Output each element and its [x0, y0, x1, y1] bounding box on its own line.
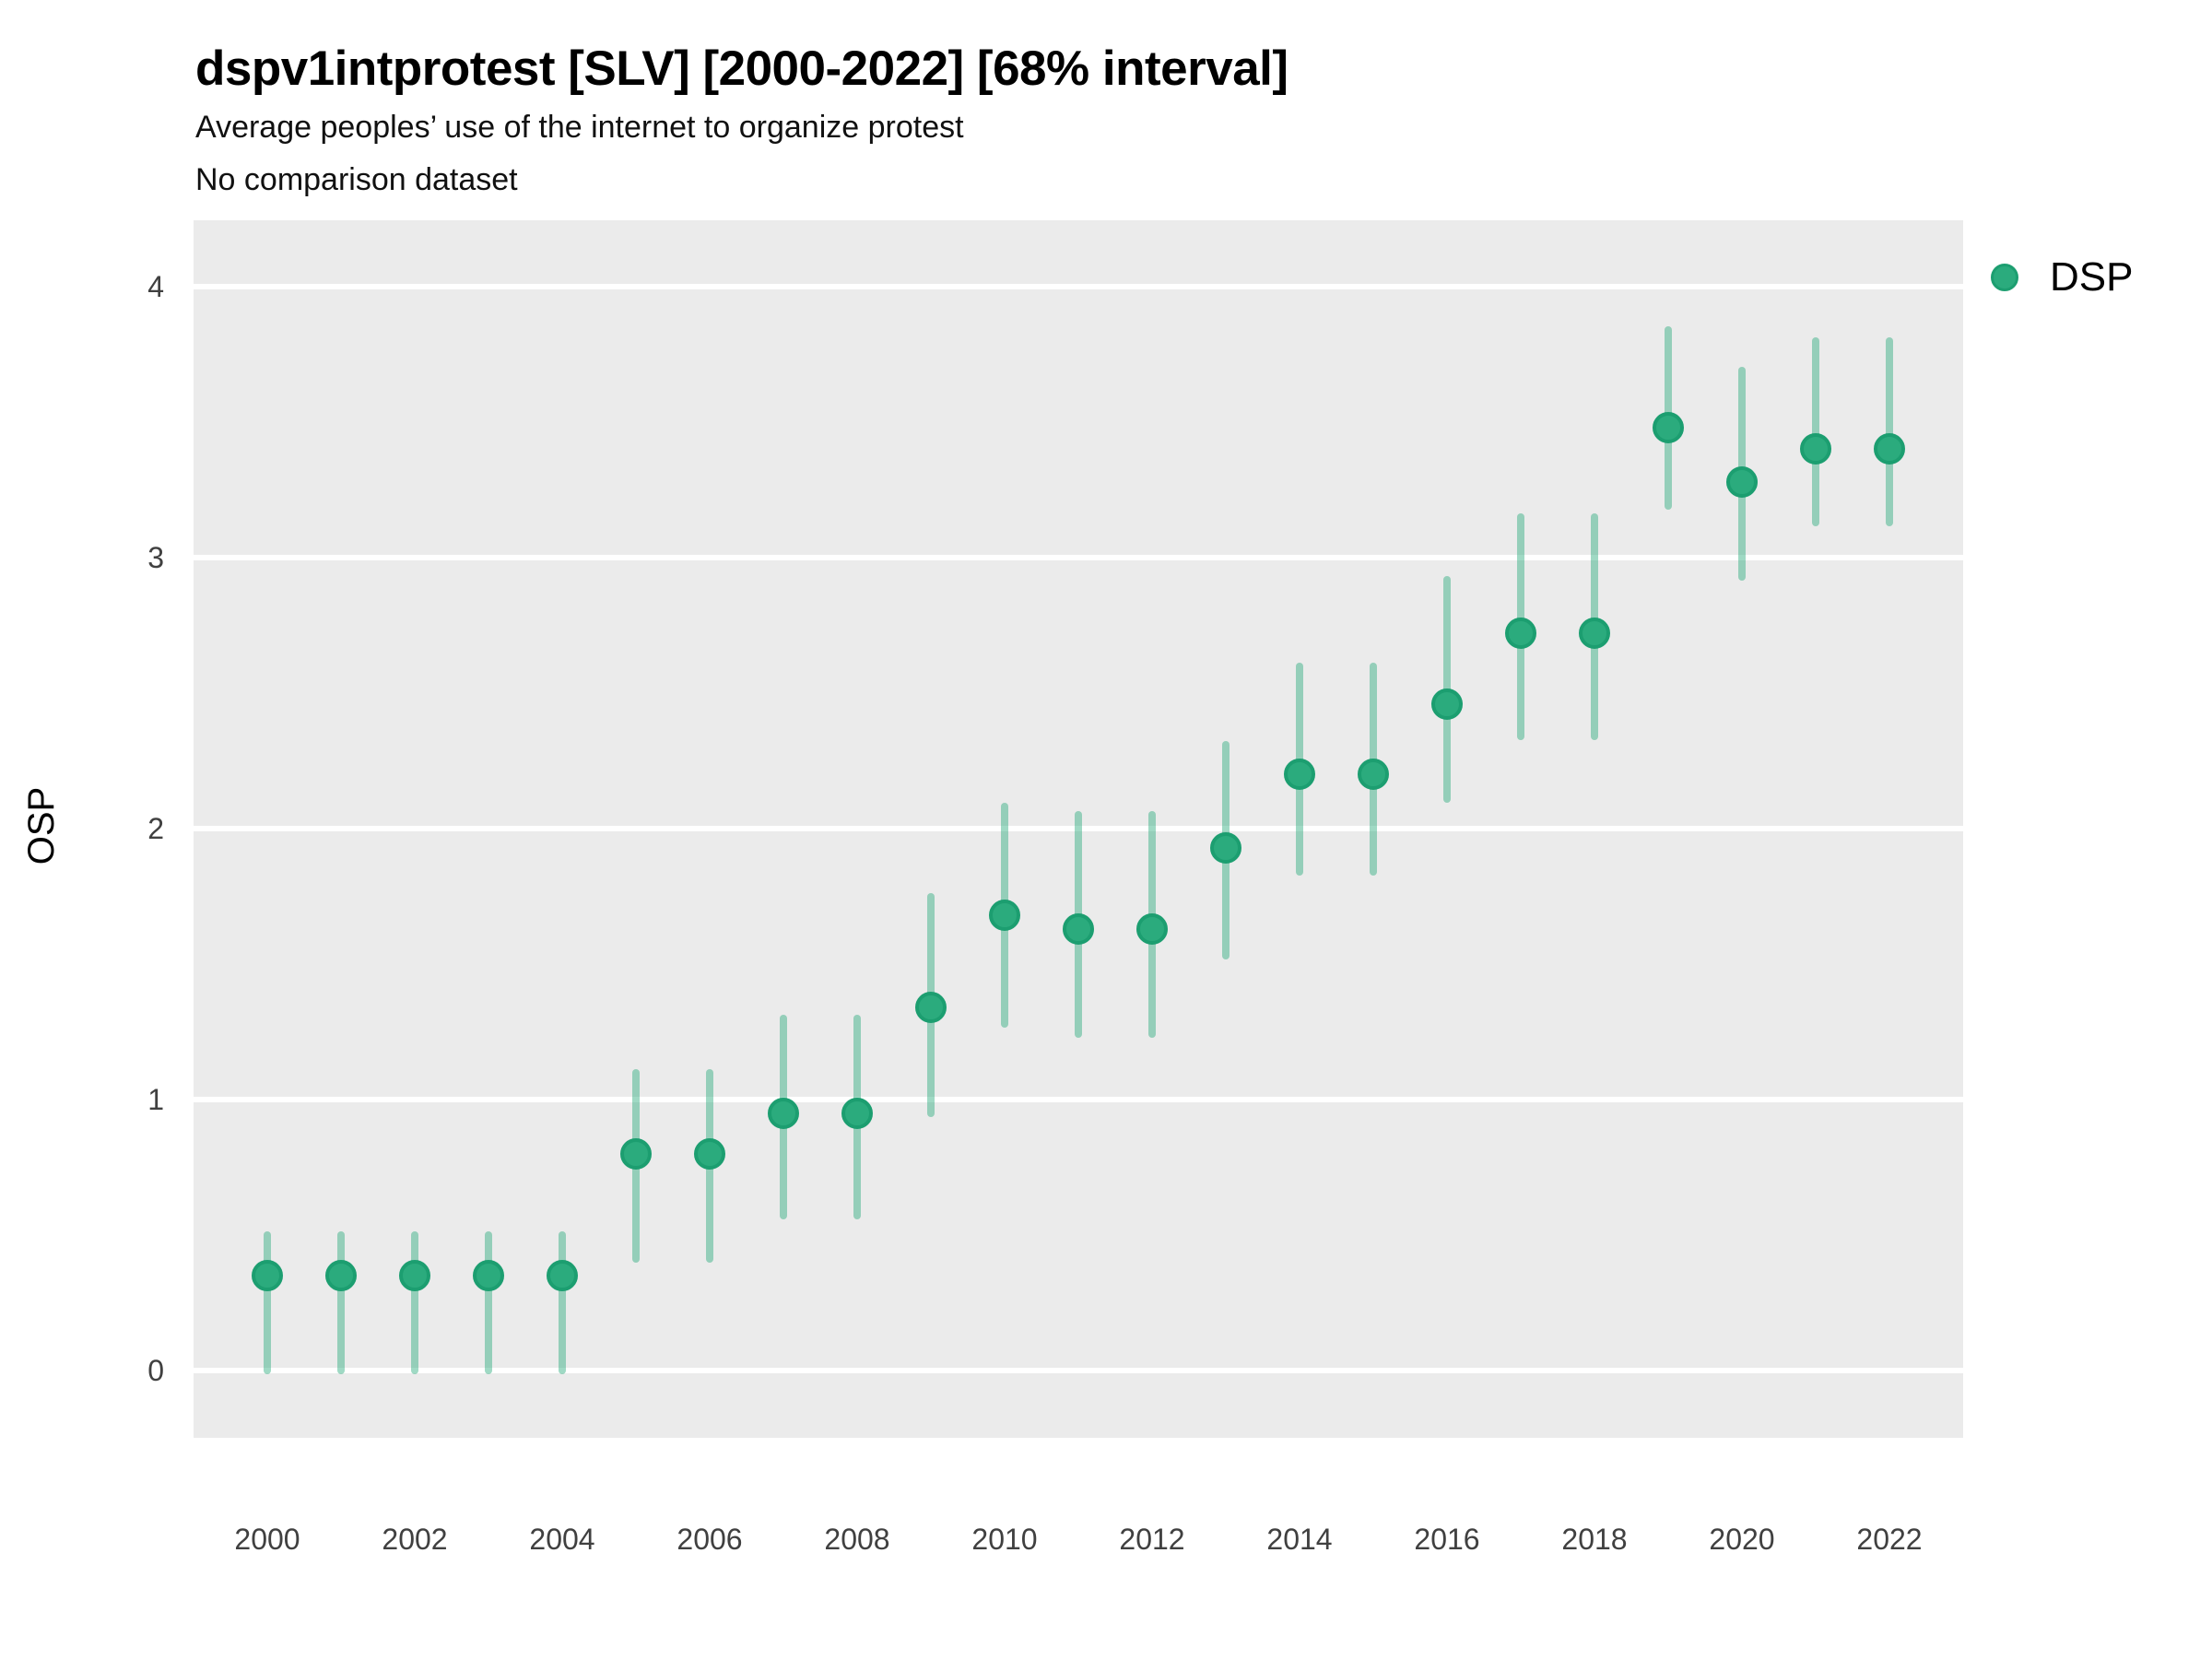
- legend: DSP: [1991, 254, 2134, 300]
- data-point-2019: [1653, 411, 1684, 443]
- data-point-2003: [473, 1260, 504, 1292]
- data-point-2002: [399, 1260, 430, 1292]
- y-tick-label-2: 2: [147, 812, 164, 845]
- x-tick-label-2020: 2020: [1709, 1523, 1775, 1556]
- gridline-y-3: [194, 555, 1963, 560]
- x-tick-label-2004: 2004: [529, 1523, 595, 1556]
- interval-bar-2002: [411, 1231, 418, 1374]
- data-point-2014: [1284, 759, 1315, 791]
- x-tick-label-2022: 2022: [1856, 1523, 1923, 1556]
- gridline-y-0: [194, 1368, 1963, 1373]
- x-tick-label-2018: 2018: [1561, 1523, 1628, 1556]
- chart-note: No comparison dataset: [195, 162, 518, 197]
- data-point-2022: [1874, 433, 1905, 465]
- y-tick-label-1: 1: [147, 1083, 164, 1116]
- x-tick-label-2002: 2002: [382, 1523, 448, 1556]
- data-point-2012: [1136, 912, 1168, 945]
- data-point-2008: [841, 1097, 873, 1129]
- x-tick-label-2014: 2014: [1266, 1523, 1333, 1556]
- x-tick-label-2006: 2006: [677, 1523, 743, 1556]
- data-point-2020: [1726, 465, 1758, 498]
- data-point-2007: [768, 1097, 799, 1129]
- gridline-y-2: [194, 826, 1963, 831]
- x-tick-label-2016: 2016: [1414, 1523, 1480, 1556]
- legend-point-icon: [1991, 264, 2018, 291]
- x-tick-label-2010: 2010: [971, 1523, 1038, 1556]
- y-tick-label-0: 0: [147, 1354, 164, 1387]
- gridline-y-4: [194, 284, 1963, 289]
- data-point-2005: [620, 1137, 652, 1170]
- data-point-2004: [547, 1260, 578, 1292]
- interval-bar-2004: [559, 1231, 566, 1374]
- data-point-2001: [325, 1260, 357, 1292]
- plot-panel: [194, 220, 1963, 1438]
- gridline-y-1: [194, 1097, 1963, 1102]
- data-point-2018: [1579, 618, 1610, 650]
- data-point-2000: [252, 1260, 283, 1292]
- interval-bar-2000: [264, 1231, 271, 1374]
- x-tick-label-2000: 2000: [234, 1523, 300, 1556]
- data-point-2015: [1358, 759, 1389, 791]
- data-point-2010: [989, 900, 1020, 932]
- data-point-2011: [1063, 912, 1094, 945]
- interval-bar-2001: [337, 1231, 345, 1374]
- data-point-2016: [1431, 688, 1463, 720]
- data-point-2006: [694, 1137, 725, 1170]
- chart-subtitle: Average peoples’ use of the internet to …: [195, 110, 964, 145]
- y-tick-label-3: 3: [147, 541, 164, 574]
- legend-label: DSP: [2050, 254, 2134, 300]
- interval-bar-2021: [1812, 336, 1819, 526]
- data-point-2021: [1800, 433, 1831, 465]
- data-point-2013: [1210, 831, 1241, 864]
- interval-bar-2022: [1886, 336, 1893, 526]
- data-point-2009: [915, 992, 947, 1024]
- x-tick-label-2012: 2012: [1119, 1523, 1185, 1556]
- interval-bar-2003: [485, 1231, 492, 1374]
- data-point-2017: [1505, 618, 1536, 650]
- x-tick-label-2008: 2008: [824, 1523, 890, 1556]
- chart-title: dspv1intprotest [SLV] [2000-2022] [68% i…: [195, 41, 1288, 96]
- y-tick-label-4: 4: [147, 270, 164, 303]
